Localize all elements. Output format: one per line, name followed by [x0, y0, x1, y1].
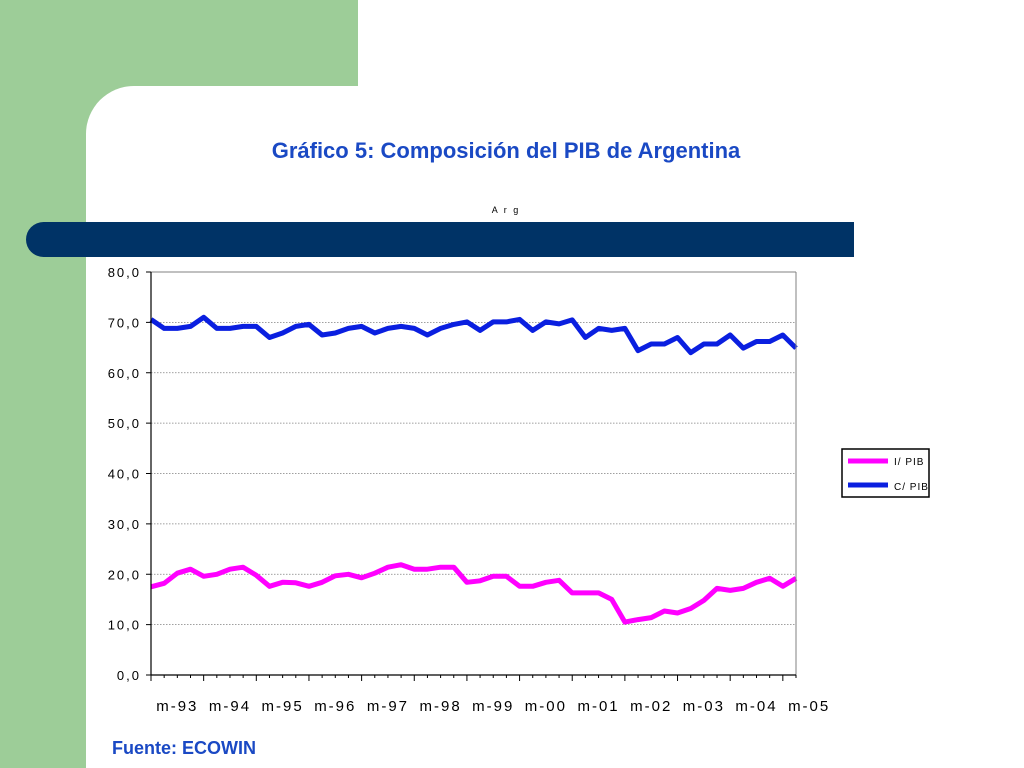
series-line-ipib: [150, 562, 798, 625]
y-tick-label: 80,0: [108, 265, 141, 280]
legend-box: [841, 448, 930, 498]
y-tick-label: 40,0: [108, 467, 141, 482]
x-tick-label: m-95: [262, 698, 304, 715]
y-tick-label: 70,0: [108, 315, 141, 330]
y-tick-label: 20,0: [108, 567, 141, 582]
x-tick-label: m-00: [525, 698, 567, 715]
source-note: Fuente: ECOWIN: [112, 738, 256, 758]
x-tick-label: m-97: [367, 698, 409, 715]
series-line-cpib: [149, 314, 798, 356]
navy-decoration-band: [26, 222, 854, 257]
y-tick-label: 30,0: [108, 517, 141, 532]
x-tick-label: m-03: [683, 698, 725, 715]
y-tick-label: 50,0: [108, 416, 141, 431]
x-tick-label: m-96: [314, 698, 356, 715]
y-tick-label: 0,0: [117, 668, 141, 683]
x-tick-label: m-99: [472, 698, 514, 715]
y-tick-label: 60,0: [108, 366, 141, 381]
x-tick-label: m-98: [419, 698, 461, 715]
slide-content-panel: [86, 86, 1024, 768]
x-tick-label: m-05: [788, 698, 830, 715]
y-tick-labels: 0,0 10,0 20,0 30,0 40,0 50,0 60,0 70,0 80,0: [108, 265, 151, 683]
chart-legend: I/ PIB C/ PIB: [841, 448, 930, 498]
legend-label-ipib: I/ PIB: [894, 457, 924, 468]
legend-label-cpib: C/ PIB: [894, 482, 929, 493]
x-tick-label: m-02: [630, 698, 672, 715]
slide-title: Gráfico 5: Composición del PIB de Argent…: [271, 138, 741, 163]
y-tick-label: 10,0: [108, 618, 141, 633]
series-lines: [149, 314, 798, 625]
x-tick-label: m-93: [156, 698, 198, 715]
x-tick-label: m-01: [577, 698, 619, 715]
x-tick-label: m-04: [735, 698, 777, 715]
x-tick-label: m-94: [209, 698, 251, 715]
chart-title: A r g: [491, 205, 521, 215]
x-tick-labels: m-93 m-94 m-95 m-96 m-97 m-98 m-99 m-00 m-01 m-02…: [150, 675, 830, 715]
